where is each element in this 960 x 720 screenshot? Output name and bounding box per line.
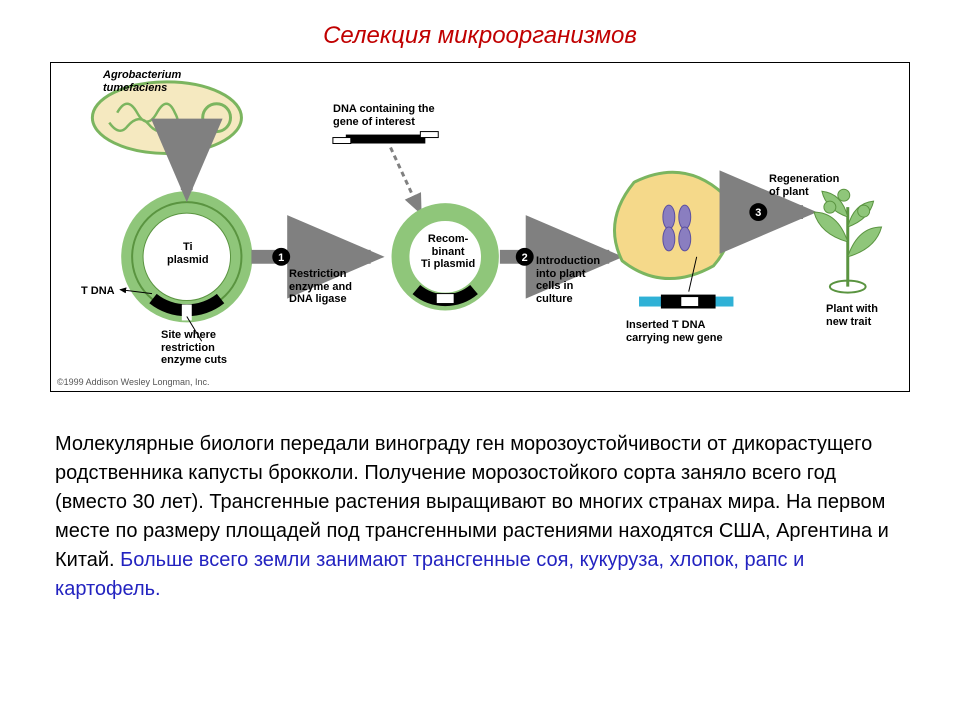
label-plant: Plant withnew trait — [826, 303, 878, 328]
body-paragraph: Молекулярные биологи передали винограду … — [55, 430, 905, 604]
label-cut-site: Site whererestrictionenzyme cuts — [161, 329, 227, 367]
svg-text:2: 2 — [522, 252, 528, 264]
label-step1: Restrictionenzyme andDNA ligase — [289, 268, 352, 306]
page-title: Селекция микроорганизмов — [0, 22, 960, 50]
diagram-copyright: ©1999 Addison Wesley Longman, Inc. — [57, 377, 210, 387]
label-t-dna: T DNA — [81, 285, 115, 298]
ti-plasmid-diagram: 1 2 — [50, 62, 910, 392]
label-recombinant: Recom-binantTi plasmid — [421, 233, 475, 271]
label-bacterium: Agrobacteriumtumefaciens — [103, 69, 181, 94]
label-ti-plasmid: Tiplasmid — [167, 241, 209, 266]
label-step2: Introductioninto plantcells inculture — [536, 255, 600, 306]
svg-text:1: 1 — [278, 252, 284, 264]
svg-text:3: 3 — [755, 207, 761, 219]
body-text-highlight: Больше всего земли занимают трансгенные … — [55, 549, 804, 600]
label-inserted-tdna: Inserted T DNAcarrying new gene — [626, 319, 723, 344]
label-step3: Regenerationof plant — [769, 173, 839, 198]
label-gene-of-interest: DNA containing thegene of interest — [333, 103, 435, 128]
